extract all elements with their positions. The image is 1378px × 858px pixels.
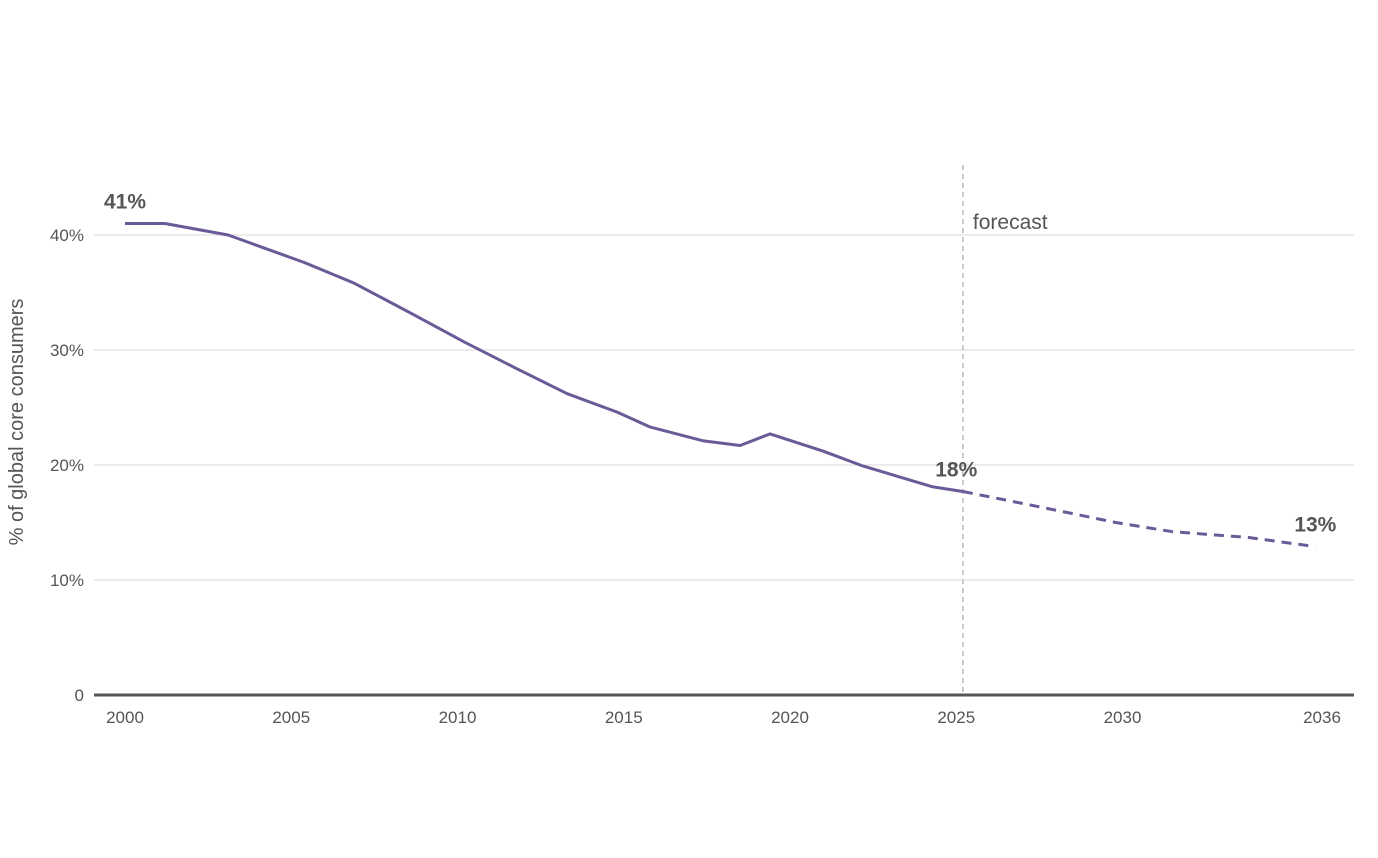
y-tick-label: 30%: [50, 341, 84, 360]
x-tick-label: 2000: [106, 708, 144, 727]
series-lines: [125, 222, 1316, 549]
data-label: 13%: [1294, 514, 1336, 537]
x-axis-ticks: 2000 2005 2010 2015 2020 2025 2030 2036: [106, 708, 1341, 727]
forecast-label: forecast: [973, 211, 1048, 234]
data-label: 18%: [935, 458, 977, 481]
x-tick-label: 2030: [1104, 708, 1142, 727]
x-tick-label: 2020: [771, 708, 809, 727]
y-tick-label: 10%: [50, 571, 84, 590]
x-tick-label: 2005: [272, 708, 310, 727]
data-label: 41%: [104, 191, 146, 214]
y-tick-label: 0: [75, 686, 84, 705]
data-labels: 41% 18% 13%: [104, 191, 1337, 537]
y-axis-label: % of global core consumers: [6, 299, 28, 546]
series-line-solid: [125, 222, 964, 493]
y-axis-ticks: 0 10% 20% 30% 40%: [50, 226, 84, 705]
y-tick-label: 20%: [50, 456, 84, 475]
x-tick-label: 2015: [605, 708, 643, 727]
series-line-dashed: [962, 490, 1316, 549]
forecast-marker: forecast: [962, 165, 1048, 695]
x-tick-label: 2036: [1303, 708, 1341, 727]
x-tick-label: 2010: [439, 708, 477, 727]
x-tick-label: 2025: [937, 708, 975, 727]
y-tick-label: 40%: [50, 226, 84, 245]
gridlines: [94, 234, 1354, 581]
